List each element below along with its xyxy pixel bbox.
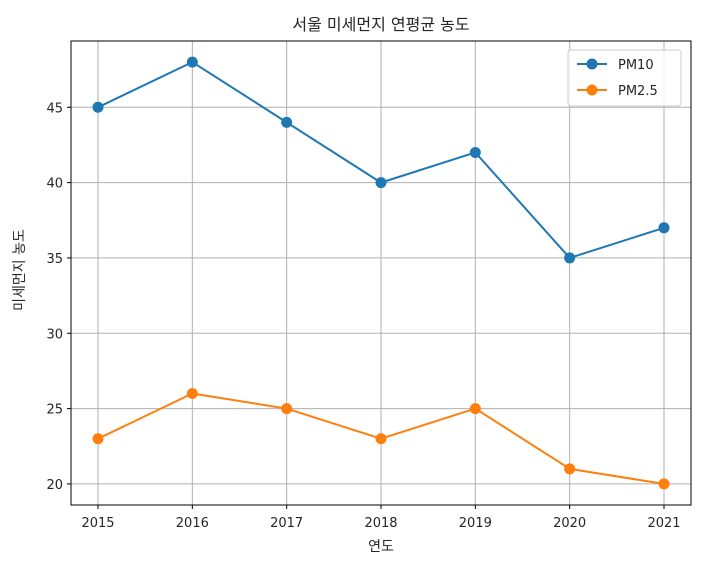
data-point (281, 403, 293, 415)
x-tick-label: 2021 (647, 516, 680, 531)
y-tick-label: 40 (46, 177, 63, 192)
y-tick-label: 25 (46, 403, 63, 418)
data-point (658, 222, 670, 234)
y-tick-label: 30 (46, 327, 63, 342)
x-tick-label: 2017 (270, 516, 303, 531)
x-tick-label: 2020 (553, 516, 586, 531)
data-point (469, 146, 481, 158)
y-axis-title: 미세먼지 농도 (12, 229, 28, 311)
data-point (564, 252, 576, 264)
y-tick-label: 35 (46, 252, 63, 267)
legend-label: PM10 (618, 58, 654, 73)
data-point (92, 433, 104, 445)
x-tick-label: 2015 (81, 516, 114, 531)
legend-marker (586, 84, 598, 96)
legend-label: PM2.5 (618, 84, 658, 99)
legend-item: PM10 (577, 58, 654, 73)
y-tick-label: 20 (46, 478, 63, 493)
series-pm10 (92, 56, 670, 264)
y-tick-label: 45 (46, 101, 63, 116)
data-point (92, 101, 104, 113)
x-axis-ticks: 2015 2016 2017 2018 2019 2020 2021 (81, 505, 681, 531)
data-point (564, 463, 576, 475)
legend-item: PM2.5 (577, 84, 658, 99)
data-point (186, 388, 198, 400)
data-point (375, 433, 387, 445)
x-tick-label: 2018 (364, 516, 397, 531)
x-tick-label: 2016 (176, 516, 209, 531)
series-pm2-5 (92, 388, 670, 490)
data-point (186, 56, 198, 68)
legend: PM10 PM2.5 (567, 49, 682, 107)
chart-title: 서울 미세먼지 연평균 농도 (292, 15, 469, 34)
x-axis-title: 연도 (368, 539, 394, 555)
legend-marker (586, 58, 598, 70)
data-point (658, 478, 670, 490)
x-tick-label: 2019 (459, 516, 492, 531)
y-axis-ticks: 20 25 30 35 40 45 (46, 101, 71, 493)
data-point (469, 403, 481, 415)
data-point (281, 116, 293, 128)
series-layer (92, 56, 670, 490)
data-point (375, 177, 387, 189)
